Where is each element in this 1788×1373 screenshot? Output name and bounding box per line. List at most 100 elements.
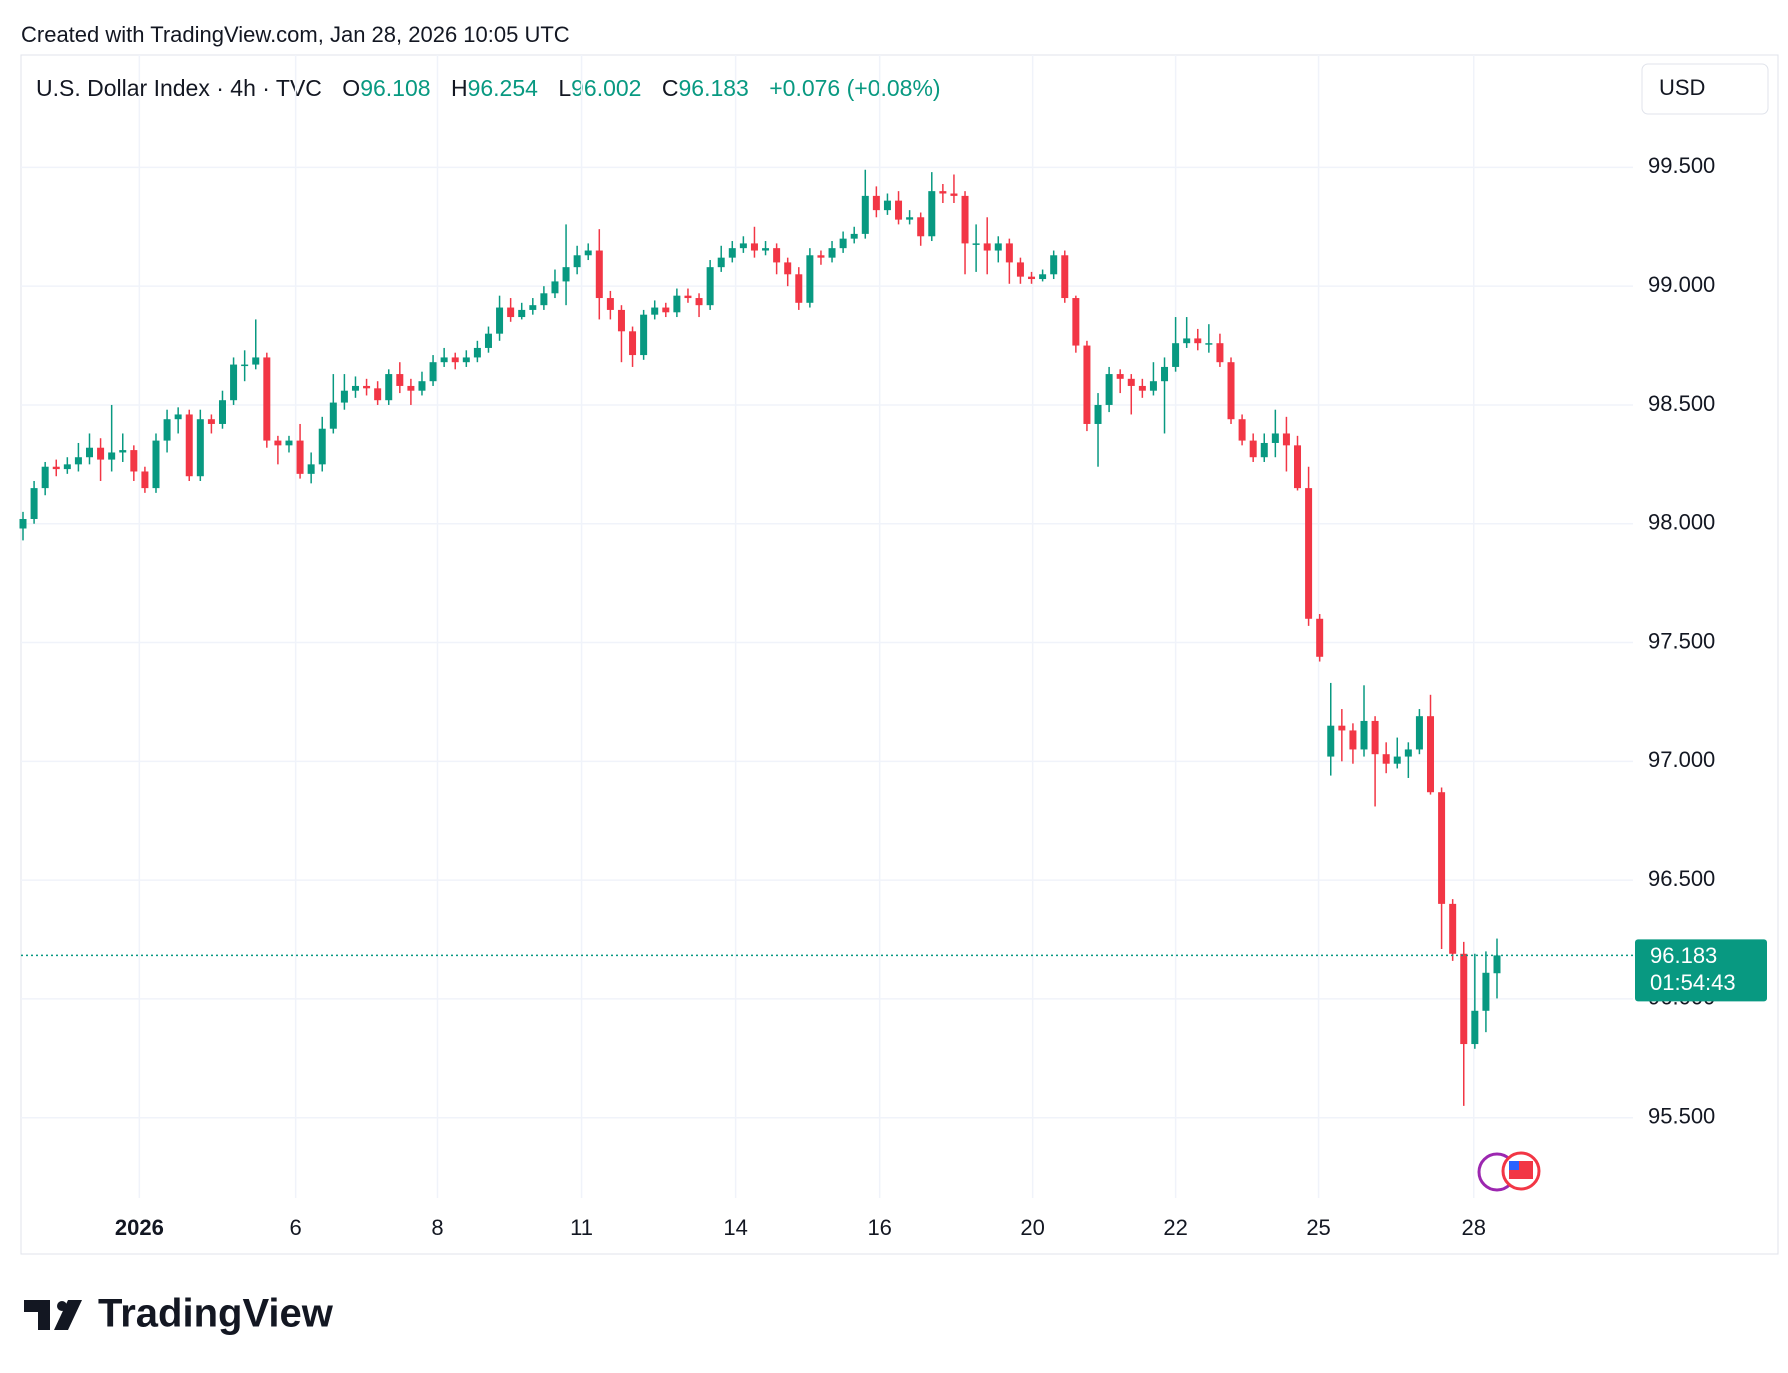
y-tick-label: 97.000 — [1648, 747, 1715, 772]
candle-body — [52, 466, 60, 470]
candle-body — [1349, 730, 1357, 750]
candle-body — [484, 333, 492, 348]
y-tick-label: 95.500 — [1648, 1104, 1715, 1129]
candle-body — [1493, 955, 1501, 974]
candle-body — [806, 255, 814, 303]
candle-body — [407, 385, 415, 391]
candle-body — [750, 243, 758, 251]
symbol: U.S. Dollar Index · 4h · TVC — [36, 75, 322, 101]
candle-body — [1072, 298, 1080, 346]
candle-body — [1116, 374, 1124, 379]
candle-body — [762, 248, 770, 251]
y-tick-label: 98.500 — [1648, 391, 1715, 416]
candle-body — [629, 331, 637, 356]
candle-body — [684, 295, 692, 299]
candle-body — [939, 191, 947, 194]
candle-body — [108, 452, 116, 460]
candle-body — [883, 200, 891, 211]
candle-body — [152, 440, 160, 489]
candle-body — [1482, 972, 1490, 1011]
candle-body — [673, 295, 681, 313]
candle-body — [1005, 243, 1013, 263]
currency-button[interactable] — [1641, 63, 1769, 115]
x-tick-label: 16 — [867, 1215, 891, 1240]
candle-body — [307, 464, 315, 474]
candle-body — [1016, 262, 1024, 277]
candle-body — [374, 388, 382, 401]
candle-body — [872, 195, 880, 211]
candle-body — [1438, 792, 1446, 904]
candle-body — [529, 305, 537, 310]
candle-body — [1138, 385, 1146, 391]
candle-body — [917, 217, 925, 237]
candle-body — [1039, 274, 1047, 280]
candle-body — [784, 262, 792, 275]
x-tick-label: 2026 — [115, 1215, 164, 1240]
candle-body — [739, 243, 747, 249]
candle-body — [662, 307, 670, 313]
created-note: Created with TradingView.com, Jan 28, 20… — [21, 22, 570, 47]
candle-body — [1205, 343, 1213, 345]
candle-body — [340, 390, 348, 403]
candle-body — [617, 309, 625, 332]
countdown: 01:54:43 — [1650, 970, 1736, 995]
candle-body — [285, 440, 293, 446]
candle-body — [174, 414, 182, 420]
candle-body — [540, 293, 548, 306]
candle-body — [773, 248, 781, 263]
symbol-header: U.S. Dollar Index · 4h · TVC O96.108 H96… — [36, 75, 941, 101]
candle-body — [241, 364, 249, 367]
candle-body — [518, 309, 526, 318]
candle-body — [839, 238, 847, 249]
candle-body — [706, 267, 714, 306]
candle-body — [1316, 618, 1324, 657]
candle-body — [1382, 754, 1390, 764]
candle-body — [595, 250, 603, 299]
candle-body — [972, 243, 980, 245]
candle-body — [163, 419, 171, 441]
candle-body — [1050, 255, 1058, 275]
candle-body — [363, 385, 371, 389]
candle-body — [1105, 374, 1113, 405]
candle-body — [1305, 488, 1313, 619]
candle-body — [1449, 903, 1457, 954]
candle-body — [1183, 338, 1191, 344]
currency[interactable]: USD — [1659, 75, 1705, 100]
candle-body — [141, 471, 149, 489]
candle-body — [1194, 338, 1202, 344]
candle-body — [19, 518, 27, 529]
y-tick-label: 98.000 — [1648, 510, 1715, 535]
x-tick-label: 6 — [290, 1215, 302, 1240]
candle-body — [1415, 716, 1423, 750]
candle-body — [74, 457, 82, 465]
candle-body — [429, 362, 437, 382]
candle-body — [850, 233, 858, 239]
candle-body — [230, 364, 238, 401]
candle-body — [396, 374, 404, 386]
candle-body — [906, 217, 914, 220]
candle-body — [473, 347, 481, 358]
candle-body — [63, 464, 71, 470]
last-price-label: 96.183 — [1650, 943, 1717, 968]
logo: TradingView — [24, 1292, 334, 1336]
x-tick-label: 28 — [1461, 1215, 1485, 1240]
candle-body — [418, 381, 426, 391]
candle-body — [1149, 381, 1157, 391]
candle-body — [1172, 343, 1180, 367]
candle-body — [950, 193, 958, 196]
candle-body — [1083, 345, 1091, 424]
candle-body — [440, 357, 448, 363]
change: +0.076 (+0.08%) — [769, 75, 940, 101]
y-tick-label: 96.500 — [1648, 866, 1715, 891]
candle-body — [861, 195, 869, 234]
candle-body — [119, 450, 127, 453]
candle-body — [640, 314, 648, 356]
candle-body — [1227, 362, 1235, 420]
candle-body — [207, 419, 215, 424]
candle-body — [185, 414, 193, 477]
candle-body — [562, 267, 570, 282]
candle-body — [1338, 725, 1346, 731]
open-value: 96.108 — [360, 75, 430, 101]
candle-body — [1371, 720, 1379, 755]
h-label: H — [451, 75, 468, 101]
